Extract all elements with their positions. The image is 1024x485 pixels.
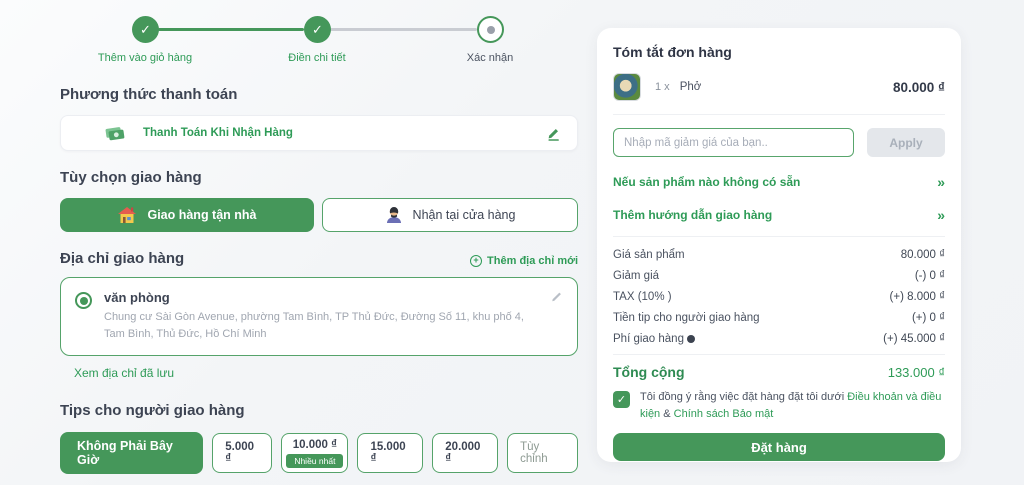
stepper-line-complete — [158, 28, 304, 31]
address-section-heading: Địa chỉ giao hàng — [60, 250, 185, 267]
payment-method-label: Thanh Toán Khi Nhận Hàng — [143, 127, 293, 139]
delivery-instructions-link[interactable]: Thêm hướng dẫn giao hàng » — [613, 207, 945, 223]
tip-5000-button[interactable]: 5.000 ₫ — [212, 433, 273, 474]
price-row-tip: Tiền tip cho người giao hàng (+) 0 ₫ — [613, 307, 945, 328]
price-row-shipping: Phí giao hàng (+) 45.000 ₫ — [613, 328, 945, 349]
tip-none-button[interactable]: Không Phải Bây Giờ — [60, 432, 204, 475]
add-new-address-link[interactable]: + Thêm địa chỉ mới — [470, 254, 578, 267]
order-item-row: 1 x Phở 80.000 ₫ — [613, 73, 945, 101]
order-summary-title: Tóm tắt đơn hàng — [613, 44, 732, 60]
total-label: Tổng cộng — [613, 364, 685, 380]
address-heading-row: Địa chỉ giao hàng + Thêm địa chỉ mới — [60, 250, 578, 267]
terms-row: ✓ Tôi đồng ý rằng việc đặt hàng đặt tôi … — [613, 389, 945, 422]
divider — [613, 354, 945, 355]
item-price: 80.000 ₫ — [893, 79, 945, 95]
price-value: (-) 0 ₫ — [914, 269, 945, 282]
chevron-right-icon: » — [937, 207, 945, 223]
person-icon — [385, 206, 403, 224]
terms-checkbox[interactable]: ✓ — [613, 391, 630, 408]
item-name: Phở — [679, 81, 702, 93]
unavailable-product-label: Nếu sản phẩm nào không có sẵn — [613, 175, 801, 189]
divider — [613, 236, 945, 237]
tip-20000-button[interactable]: 20.000 ₫ — [432, 433, 499, 474]
delivery-option-home[interactable]: Giao hàng tận nhà — [60, 198, 314, 232]
view-saved-addresses-link[interactable]: Xem địa chỉ đã lưu — [74, 366, 175, 381]
address-card[interactable]: văn phòng Chung cư Sài Gòn Avenue, phườn… — [60, 277, 578, 357]
unavailable-product-link[interactable]: Nếu sản phẩm nào không có sẵn » — [613, 174, 945, 190]
coupon-row: Apply — [613, 128, 945, 157]
address-info: văn phòng Chung cư Sài Gòn Avenue, phườn… — [104, 290, 563, 343]
privacy-policy-link[interactable]: Chính sách Bảo mật — [673, 407, 774, 420]
tip-10000-label: 10.000 ₫ — [292, 439, 338, 452]
house-icon — [117, 206, 137, 224]
money-icon — [105, 125, 125, 141]
address-radio-selected[interactable] — [75, 292, 92, 309]
terms-text: Tôi đồng ý rằng việc đặt hàng đặt tôi dư… — [640, 389, 945, 422]
step-cart-check-icon: ✓ — [132, 16, 159, 43]
price-label: Giá sản phẩm — [613, 248, 685, 261]
price-row-tax: TAX (10% ) (+) 8.000 ₫ — [613, 286, 945, 307]
payment-method-card[interactable]: Thanh Toán Khi Nhận Hàng — [60, 115, 578, 151]
checkout-form: ✓ ✓ Thêm vào giỏ hàng Điền chi tiết Xác … — [60, 16, 578, 475]
stepper-line-pending — [330, 28, 477, 31]
tip-10000-button[interactable]: 10.000 ₫ Nhiều nhất — [281, 433, 349, 474]
price-value: (+) 45.000 ₫ — [883, 332, 945, 345]
address-detail: Chung cư Sài Gòn Avenue, phường Tam Bình… — [104, 311, 524, 341]
step-details-check-icon: ✓ — [304, 16, 331, 43]
price-label: Phí giao hàng — [613, 332, 684, 345]
price-value: (+) 0 ₫ — [911, 311, 945, 324]
edit-address-icon[interactable] — [550, 290, 563, 303]
tip-custom-button[interactable]: Tùy chỉnh — [507, 433, 578, 474]
delivery-option-home-label: Giao hàng tận nhà — [147, 208, 257, 222]
plus-circle-icon: + — [470, 254, 483, 267]
step-label-details[interactable]: Điền chi tiết — [288, 52, 346, 64]
item-quantity: 1 x — [655, 81, 670, 93]
price-row-subtotal: Giá sản phẩm 80.000 ₫ — [613, 244, 945, 265]
price-value: (+) 8.000 ₫ — [889, 290, 945, 303]
payment-section-heading: Phương thức thanh toán — [60, 86, 238, 103]
checkout-stepper: ✓ ✓ Thêm vào giỏ hàng Điền chi tiết Xác … — [60, 16, 578, 72]
price-row-discount: Giảm giá (-) 0 ₫ — [613, 265, 945, 286]
address-name: văn phòng — [104, 290, 170, 305]
price-breakdown: Giá sản phẩm 80.000 ₫ Giảm giá (-) 0 ₫ T… — [613, 244, 945, 349]
step-label-cart[interactable]: Thêm vào giỏ hàng — [97, 52, 193, 64]
tip-options: Không Phải Bây Giờ 5.000 ₫ 10.000 ₫ Nhiề… — [60, 432, 578, 475]
step-confirm-pending-icon — [477, 16, 504, 43]
order-summary-panel: Tóm tắt đơn hàng 1 x Phở 80.000 ₫ Apply … — [597, 28, 961, 462]
place-order-button[interactable]: Đặt hàng — [613, 433, 945, 461]
price-label: Tiền tip cho người giao hàng — [613, 311, 760, 324]
divider — [613, 114, 945, 115]
product-image — [613, 73, 641, 101]
price-label: Giảm giá — [613, 269, 660, 282]
delivery-option-pickup[interactable]: Nhận tại cửa hàng — [322, 198, 578, 232]
tip-15000-button[interactable]: 15.000 ₫ — [357, 433, 424, 474]
terms-prefix: Tôi đồng ý rằng việc đặt hàng đặt tôi dư… — [640, 391, 845, 403]
terms-conditions-link[interactable]: Điều khoản và điều kiện — [640, 391, 942, 420]
most-popular-badge: Nhiều nhất — [286, 454, 344, 469]
price-label: TAX (10% ) — [613, 290, 672, 303]
coupon-input[interactable] — [613, 128, 854, 157]
delivery-option-pickup-label: Nhận tại cửa hàng — [412, 208, 516, 222]
add-new-address-label: Thêm địa chỉ mới — [487, 254, 578, 267]
delivery-instructions-label: Thêm hướng dẫn giao hàng — [613, 208, 773, 222]
delivery-options: Giao hàng tận nhà Nhận tại cửa hàng — [60, 198, 578, 232]
apply-coupon-button[interactable]: Apply — [867, 128, 945, 157]
tips-section-heading: Tips cho người giao hàng — [60, 402, 245, 420]
price-value: 80.000 ₫ — [900, 248, 945, 261]
step-label-confirm[interactable]: Xác nhận — [466, 52, 514, 64]
chevron-right-icon: » — [937, 174, 945, 190]
info-icon[interactable] — [686, 334, 695, 343]
edit-payment-icon[interactable] — [546, 126, 561, 141]
total-row: Tổng cộng 133.000 ₫ — [613, 364, 945, 380]
terms-joiner: & — [663, 407, 671, 420]
delivery-section-heading: Tùy chọn giao hàng — [60, 169, 202, 186]
total-value: 133.000 ₫ — [887, 364, 945, 380]
